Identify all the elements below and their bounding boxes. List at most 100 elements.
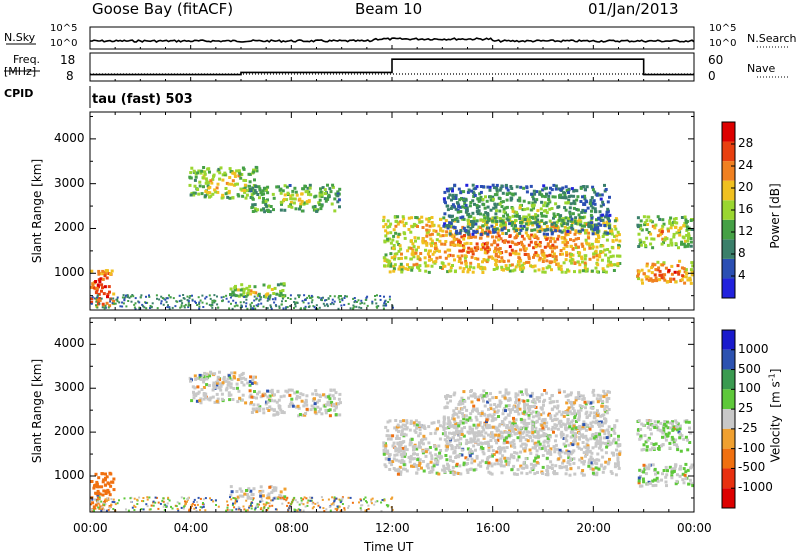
- echo-cell: [584, 231, 587, 235]
- echo-cell: [507, 463, 510, 467]
- ground-scatter-cell: [97, 506, 100, 509]
- echo-cell: [463, 426, 466, 429]
- ground-scatter-cell: [167, 497, 170, 500]
- freq-label-line1: Freq.: [13, 53, 41, 66]
- echo-cell: [564, 258, 568, 262]
- echo-cell: [519, 228, 523, 232]
- echo-cell: [563, 465, 567, 469]
- echo-cell: [231, 179, 235, 183]
- echo-cell: [514, 224, 517, 228]
- echo-cell: [206, 191, 210, 194]
- echo-cell: [482, 218, 486, 222]
- echo-cell: [460, 430, 464, 433]
- echo-cell: [452, 238, 456, 242]
- echo-cell: [564, 423, 567, 427]
- echo-cell: [525, 185, 529, 189]
- echo-cell: [277, 398, 281, 402]
- echo-cell: [579, 223, 583, 227]
- echo-cell: [534, 218, 538, 222]
- echo-cell: [488, 426, 492, 429]
- echo-cell: [415, 447, 419, 451]
- echo-cell: [439, 218, 443, 221]
- echo-cell: [108, 290, 111, 294]
- echo-cell: [543, 228, 547, 232]
- echo-cell: [648, 423, 652, 427]
- echo-cell: [533, 446, 537, 450]
- echo-cell: [471, 199, 475, 203]
- ground-scatter-cell: [90, 302, 93, 305]
- echo-cell: [430, 244, 433, 248]
- echo-cell: [460, 254, 464, 258]
- echo-cell: [318, 393, 322, 397]
- echo-cell: [92, 486, 96, 490]
- echo-cell: [550, 207, 554, 210]
- echo-cell: [646, 426, 650, 430]
- ground-scatter-cell: [115, 298, 118, 301]
- echo-cell: [489, 439, 493, 442]
- ground-scatter-cell: [197, 496, 200, 499]
- echo-cell: [208, 185, 212, 189]
- echo-cell: [486, 234, 490, 238]
- echo-cell: [428, 451, 432, 455]
- echo-cell: [654, 223, 658, 227]
- echo-cell: [597, 424, 601, 428]
- echo-cell: [237, 170, 241, 174]
- echo-cell: [315, 400, 319, 404]
- echo-cell: [673, 270, 677, 274]
- echo-cell: [499, 200, 503, 204]
- echo-cell: [567, 187, 571, 191]
- echo-cell: [522, 261, 526, 265]
- echo-cell: [537, 224, 541, 228]
- echo-cell: [572, 409, 576, 413]
- echo-cell: [470, 389, 473, 392]
- echo-cell: [434, 453, 438, 457]
- echo-cell: [457, 472, 461, 475]
- ground-scatter-cell: [239, 301, 242, 304]
- echo-cell: [496, 247, 500, 251]
- echo-cell: [449, 269, 453, 273]
- echo-cell: [401, 265, 405, 269]
- echo-cell: [420, 441, 424, 445]
- ground-scatter-cell: [349, 307, 352, 310]
- echo-cell: [451, 254, 455, 258]
- echo-cell: [496, 409, 500, 413]
- echo-cell: [289, 200, 293, 204]
- echo-cell: [610, 427, 614, 431]
- echo-cell: [475, 434, 479, 438]
- echo-cell: [489, 217, 493, 221]
- echo-cell: [607, 222, 611, 226]
- echo-cell: [490, 431, 494, 435]
- echo-cell: [229, 170, 233, 174]
- echo-cell: [324, 199, 328, 203]
- echo-cell: [455, 229, 459, 233]
- echo-cell: [579, 220, 583, 224]
- echo-cell: [565, 253, 569, 257]
- echo-cell: [560, 465, 564, 469]
- echo-cell: [324, 408, 328, 412]
- echo-cell: [477, 430, 481, 434]
- echo-cell: [471, 222, 475, 226]
- echo-cell: [430, 239, 434, 243]
- echo-cell: [586, 400, 590, 404]
- echo-cell: [489, 403, 493, 407]
- echo-cell: [503, 438, 506, 442]
- echo-cell: [686, 244, 690, 248]
- echo-cell: [394, 224, 398, 228]
- ground-scatter-cell: [326, 303, 329, 306]
- echo-cell: [554, 255, 558, 259]
- echo-cell: [241, 194, 245, 198]
- echo-cell: [511, 422, 515, 426]
- echo-cell: [244, 196, 248, 200]
- echo-cell: [397, 257, 401, 261]
- echo-cell: [215, 383, 219, 387]
- echo-cell: [558, 448, 562, 452]
- echo-cell: [611, 239, 615, 243]
- echo-cell: [421, 438, 424, 442]
- echo-cell: [589, 406, 593, 410]
- echo-cell: [481, 198, 485, 201]
- ground-scatter-cell: [232, 299, 235, 302]
- echo-cell: [245, 493, 249, 496]
- echo-cell: [448, 229, 452, 233]
- echo-cell: [336, 190, 340, 194]
- echo-cell: [596, 225, 600, 229]
